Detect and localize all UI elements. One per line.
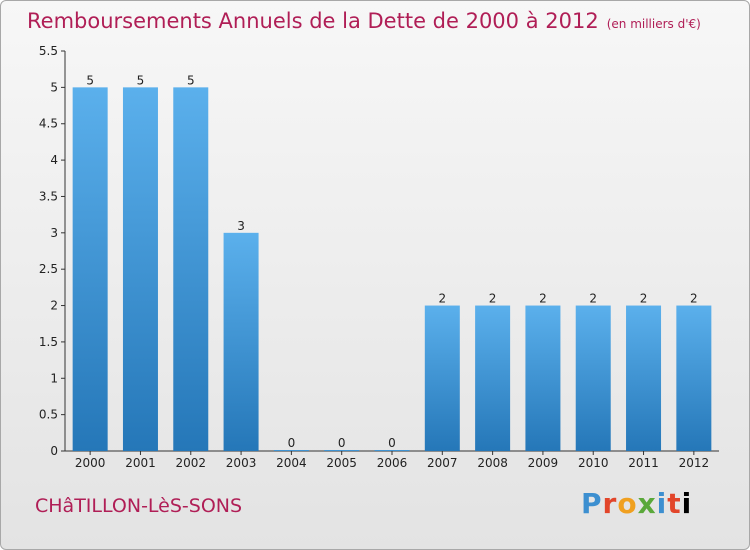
- x-tick-label: 2010: [578, 456, 609, 470]
- y-tick-label: 5.5: [39, 44, 58, 58]
- chart-axes: 0 0.5 1 1.5 2 2.5 3 3.5 4 4.5 5 5.5: [39, 44, 719, 458]
- bar: [223, 232, 259, 451]
- chart-bars: [72, 87, 712, 451]
- bar: [575, 305, 611, 451]
- data-label: 0: [338, 436, 346, 450]
- x-tick-label: 2003: [226, 456, 257, 470]
- chart-title-text: Remboursements Annuels de la Dette de 20…: [27, 9, 599, 33]
- data-label: 0: [288, 436, 296, 450]
- y-tick-label: 3.5: [39, 189, 58, 203]
- bar: [374, 450, 410, 451]
- data-label: 5: [187, 73, 195, 87]
- proxiti-logo[interactable]: Proxiti: [581, 487, 693, 520]
- x-tick-label: 2000: [75, 456, 106, 470]
- x-tick-label: 2009: [528, 456, 559, 470]
- y-tick-label: 5: [50, 80, 58, 94]
- data-label: 2: [539, 292, 547, 306]
- y-tick-label: 0.5: [39, 408, 58, 422]
- x-tick-label: 2001: [125, 456, 156, 470]
- data-label: 2: [438, 292, 446, 306]
- data-label: 2: [489, 292, 497, 306]
- data-label: 5: [137, 73, 145, 87]
- x-tick-label: 2008: [477, 456, 508, 470]
- bar: [273, 450, 309, 451]
- y-tick-label: 2: [50, 299, 58, 313]
- x-tick-label: 2002: [175, 456, 206, 470]
- data-label: 3: [237, 219, 245, 233]
- data-label: 2: [640, 292, 648, 306]
- x-tick-label: 2007: [427, 456, 458, 470]
- x-tick-label: 2004: [276, 456, 307, 470]
- y-tick-label: 4.5: [39, 117, 58, 131]
- y-tick-label: 4: [50, 153, 58, 167]
- chart-labels: 2000 5 2001 5 2002 5 2003 3 2004 0 2005 0 2006 0 2007 2…: [75, 73, 709, 470]
- y-tick-label: 1: [50, 371, 58, 385]
- bar: [122, 87, 158, 451]
- data-label: 5: [86, 73, 94, 87]
- commune-name: CHâTILLON-LèS-SONS: [35, 495, 243, 517]
- chart-title: Remboursements Annuels de la Dette de 20…: [27, 9, 701, 33]
- y-tick-label: 3: [50, 226, 58, 240]
- x-tick-label: 2006: [377, 456, 408, 470]
- bar: [676, 305, 712, 451]
- bar: [475, 305, 511, 451]
- bar: [72, 87, 108, 451]
- bar: [173, 87, 209, 451]
- y-tick-label: 1.5: [39, 335, 58, 349]
- bar: [525, 305, 561, 451]
- x-tick-label: 2011: [628, 456, 659, 470]
- bar: [626, 305, 662, 451]
- data-label: 2: [690, 292, 698, 306]
- y-tick-label: 0: [50, 444, 58, 458]
- bar: [424, 305, 460, 451]
- data-label: 2: [589, 292, 597, 306]
- data-label: 0: [388, 436, 396, 450]
- x-tick-label: 2012: [679, 456, 710, 470]
- bar: [324, 450, 360, 451]
- chart-unit: (en milliers d'€): [606, 17, 701, 31]
- x-tick-label: 2005: [326, 456, 357, 470]
- y-tick-label: 2.5: [39, 262, 58, 276]
